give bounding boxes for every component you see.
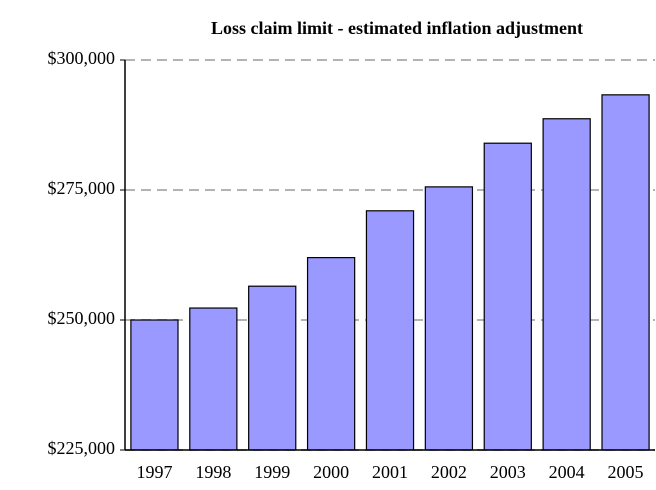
- x-tick-label: 2002: [431, 462, 467, 482]
- x-tick-label: 2001: [372, 462, 408, 482]
- bar: [601, 94, 650, 451]
- bar: [483, 142, 532, 451]
- x-tick-label: 2004: [549, 462, 585, 482]
- x-tick-label: 1998: [195, 462, 231, 482]
- x-tick-label: 2000: [313, 462, 349, 482]
- chart-title: Loss claim limit - estimated inflation a…: [211, 18, 583, 38]
- bar: [306, 257, 356, 451]
- x-tick-label: 1997: [136, 462, 172, 482]
- y-tick-label: $225,000: [48, 438, 116, 458]
- y-tick-label: $300,000: [48, 48, 116, 68]
- bar: [189, 307, 238, 451]
- x-tick-label: 2003: [490, 462, 526, 482]
- bar: [130, 319, 179, 451]
- bar: [424, 186, 474, 451]
- bar: [365, 210, 415, 451]
- y-tick-label: $275,000: [48, 178, 116, 198]
- x-tick-label: 1999: [254, 462, 290, 482]
- bar: [248, 285, 297, 451]
- y-tick-label: $250,000: [48, 308, 116, 328]
- x-tick-label: 2005: [608, 462, 644, 482]
- bar: [542, 118, 591, 451]
